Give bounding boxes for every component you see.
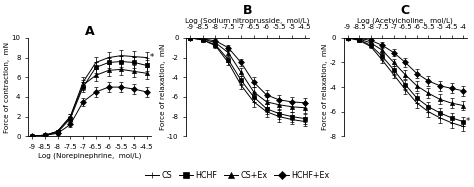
Title: C: C bbox=[401, 4, 410, 17]
Text: *: * bbox=[465, 117, 470, 126]
X-axis label: Log (Acetylcholine,  mol/L): Log (Acetylcholine, mol/L) bbox=[357, 17, 453, 24]
Text: *: * bbox=[149, 53, 154, 62]
X-axis label: Log (Norepinephrine,  mol/L): Log (Norepinephrine, mol/L) bbox=[38, 152, 141, 159]
Title: A: A bbox=[85, 25, 94, 38]
Y-axis label: Force of contraction,  mN: Force of contraction, mN bbox=[4, 42, 10, 133]
X-axis label: Log (Sodium nitroprusside,  mol/L): Log (Sodium nitroprusside, mol/L) bbox=[185, 17, 310, 24]
Legend: CS, HCHF, CS+Ex, HCHF+Ex: CS, HCHF, CS+Ex, HCHF+Ex bbox=[141, 168, 333, 183]
Y-axis label: Force of relaxation,  mN: Force of relaxation, mN bbox=[322, 44, 328, 130]
Y-axis label: Force of relaxation,  mN: Force of relaxation, mN bbox=[160, 44, 165, 130]
Title: B: B bbox=[243, 4, 252, 17]
